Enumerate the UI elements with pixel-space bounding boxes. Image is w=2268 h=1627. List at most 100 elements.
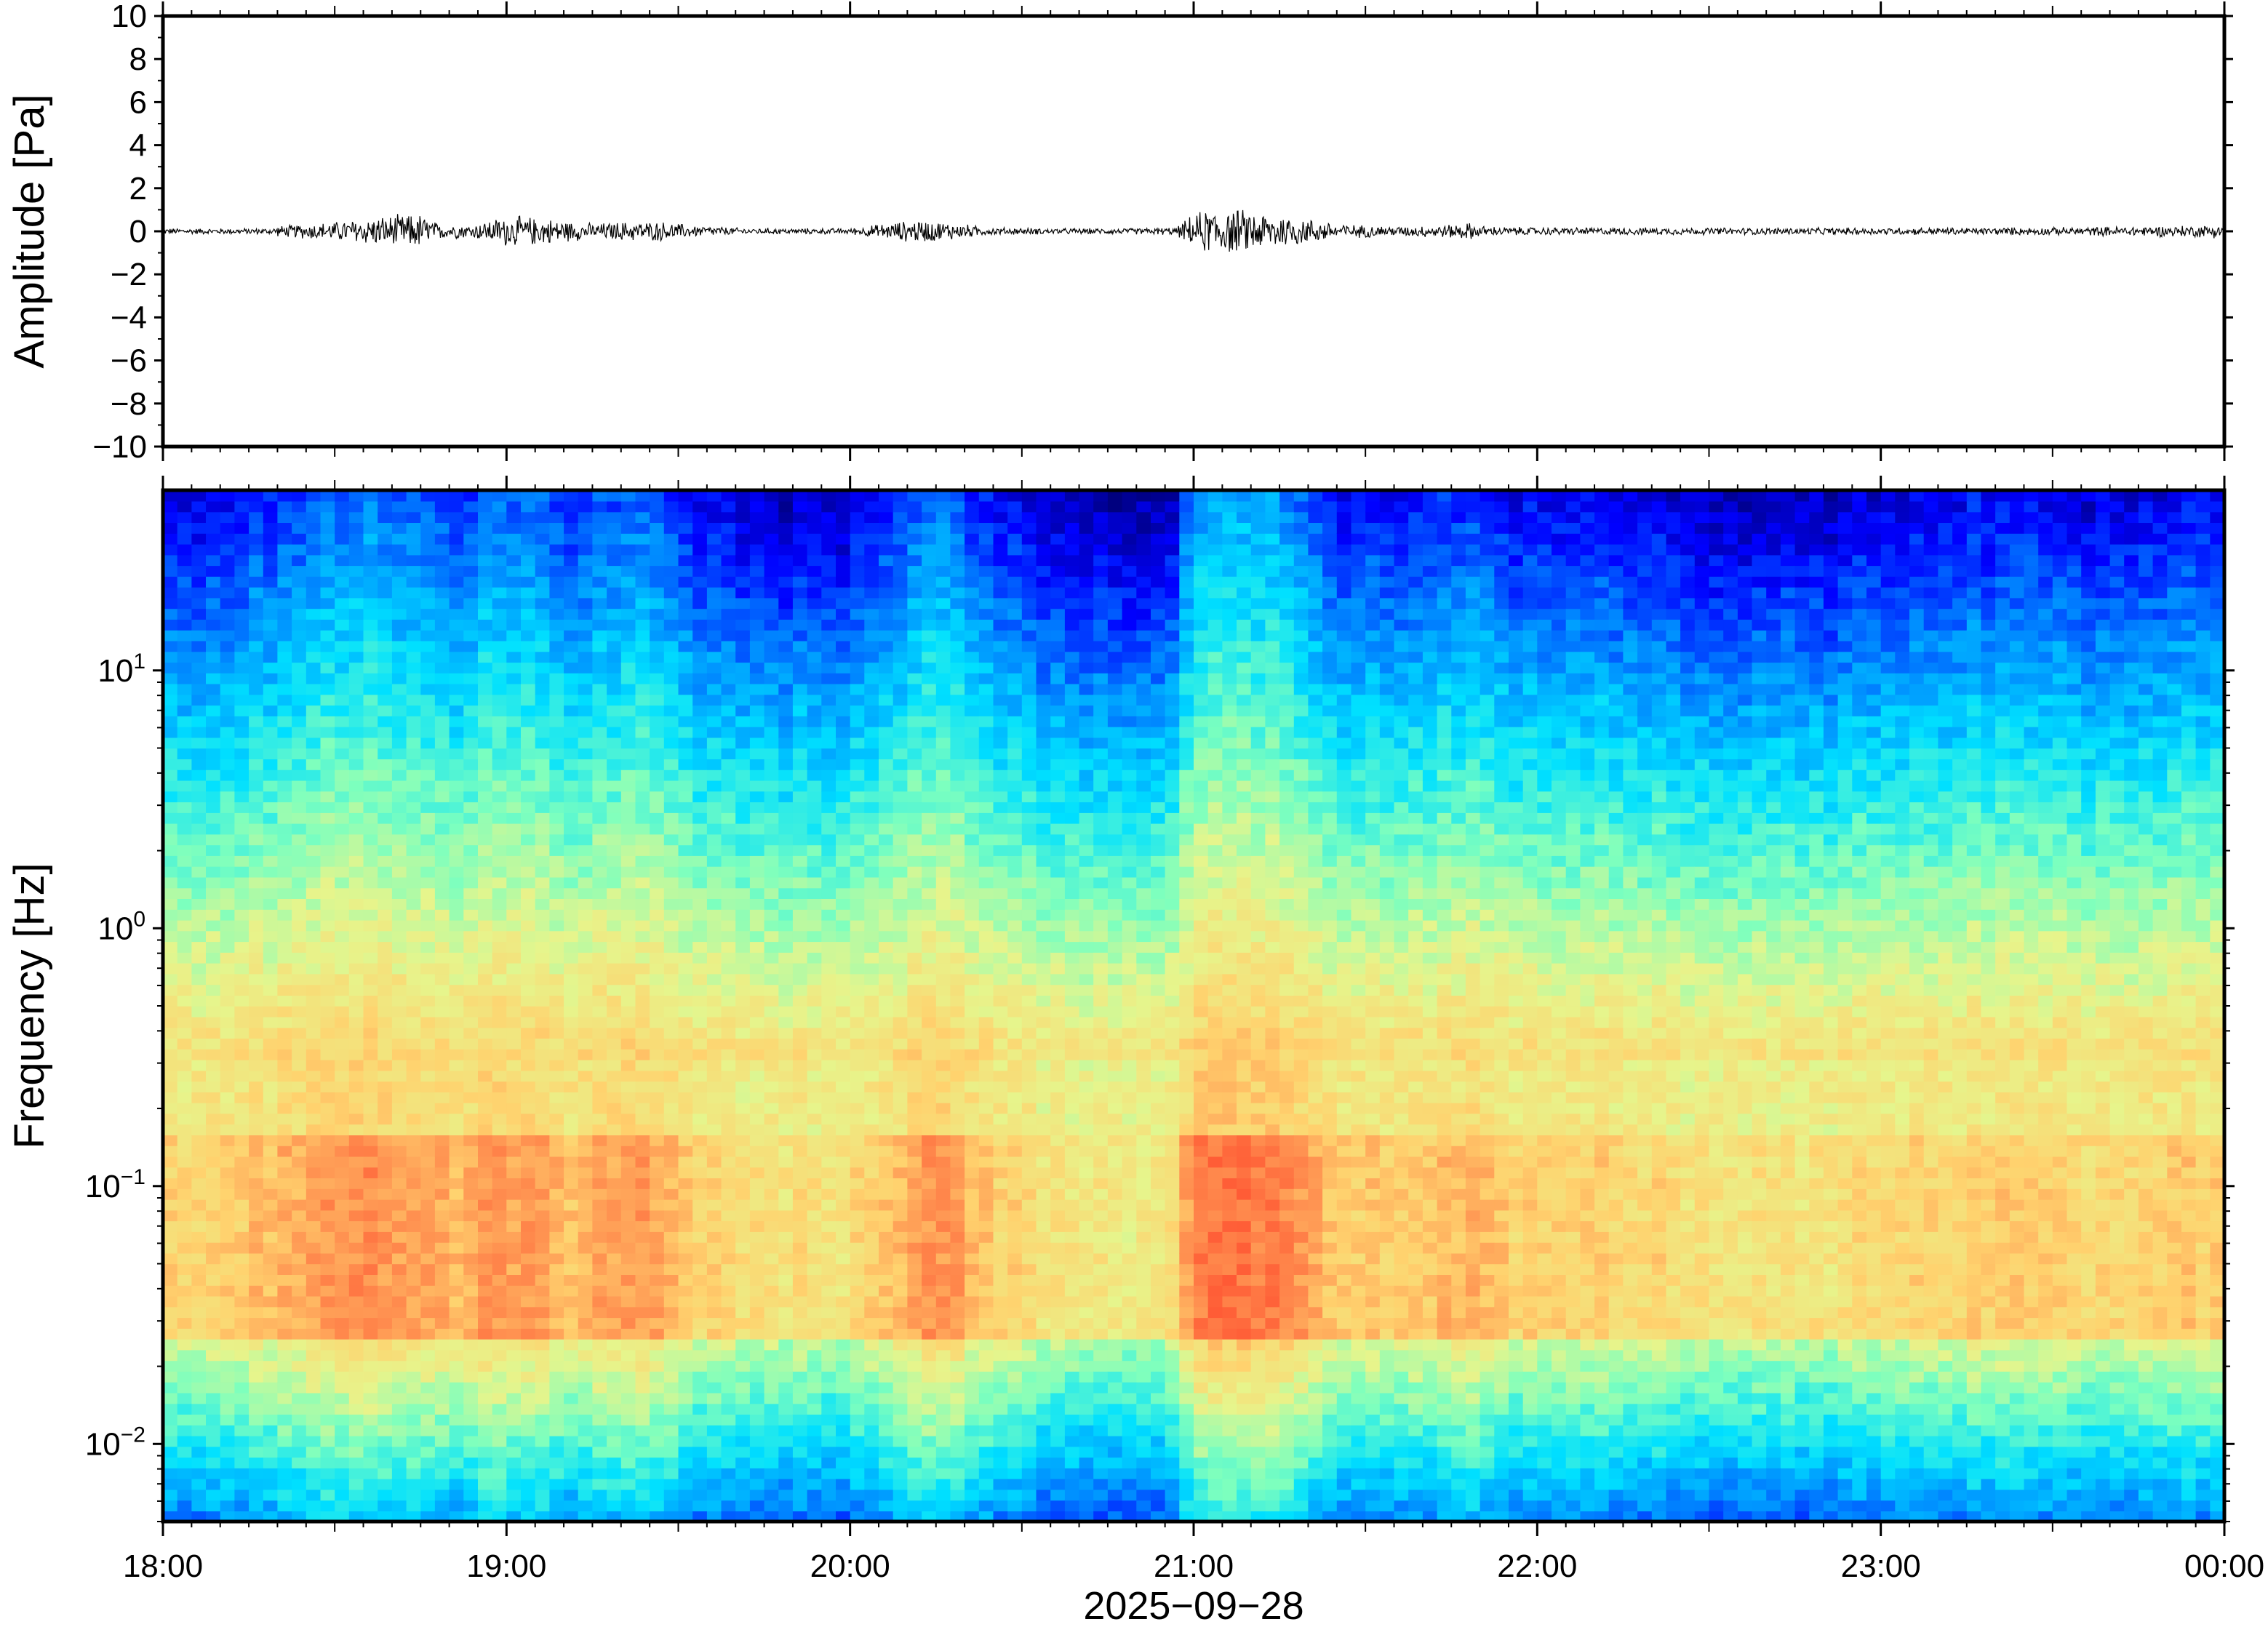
spectrogram-cell <box>220 1468 235 1479</box>
spectrogram-cell <box>506 877 521 889</box>
spectrogram-cell <box>549 716 564 727</box>
spectrogram-cell <box>420 598 435 609</box>
spectrogram-cell <box>850 1350 865 1362</box>
spectrogram-cell <box>650 737 664 748</box>
spectrogram-cell <box>220 1188 235 1200</box>
spectrogram-cell <box>722 1414 736 1426</box>
spectrogram-cell <box>692 1038 707 1050</box>
spectrogram-cell <box>163 1178 177 1189</box>
spectrogram-cell <box>249 1296 263 1308</box>
spectrogram-cell <box>692 1490 707 1501</box>
spectrogram-cell <box>163 769 177 781</box>
spectrogram-cell <box>407 512 421 524</box>
spectrogram-cell <box>378 1307 392 1319</box>
spectrogram-cell <box>277 1479 292 1490</box>
spectrogram-cell <box>707 931 722 943</box>
spectrogram-cell <box>750 920 764 932</box>
spectrogram-cell <box>478 1447 492 1458</box>
spectrogram-cell <box>206 1457 220 1468</box>
spectrogram-cell <box>378 1253 392 1265</box>
spectrogram-cell <box>836 1468 850 1479</box>
spectrogram-cell <box>850 609 865 620</box>
spectrogram-cell <box>650 1156 664 1168</box>
spectrogram-cell <box>492 652 507 663</box>
spectrogram-cell <box>249 1414 263 1426</box>
spectrogram-cell <box>692 791 707 803</box>
spectrogram-cell <box>321 684 335 695</box>
spectrogram-cell <box>177 1017 192 1028</box>
spectrogram-cell <box>450 576 464 588</box>
spectrogram-cell <box>850 1500 865 1512</box>
spectrogram-cell <box>879 974 893 986</box>
spectrogram-cell <box>607 1414 621 1426</box>
spectrogram-cell <box>420 866 435 878</box>
spectrogram-cell <box>263 705 278 716</box>
spectrogram-cell <box>220 866 235 878</box>
spectrogram-cell <box>750 791 764 803</box>
spectrogram-cell <box>492 1103 507 1114</box>
spectrogram-cell <box>836 834 850 846</box>
spectrogram-cell <box>564 576 578 588</box>
spectrogram-cell <box>306 695 321 706</box>
spectrogram-cell <box>521 1382 535 1394</box>
spectrogram-cell <box>607 963 621 975</box>
spectrogram-cell <box>722 898 736 910</box>
spectrogram-cell <box>592 791 607 803</box>
spectrogram-cell <box>735 823 750 835</box>
spectrogram-cell <box>249 1436 263 1447</box>
spectrogram-cell <box>679 1146 693 1157</box>
spectrogram-cell <box>407 1028 421 1039</box>
spectrogram-cell <box>163 1028 177 1039</box>
spectrogram-cell <box>592 737 607 748</box>
spectrogram-cell <box>335 866 349 878</box>
spectrogram-cell <box>249 1028 263 1039</box>
spectrogram-cell <box>177 1264 192 1276</box>
spectrogram-cell <box>722 1242 736 1254</box>
spectrogram-cell <box>879 1490 893 1501</box>
spectrogram-cell <box>378 941 392 953</box>
spectrogram-cell <box>793 1028 807 1039</box>
spectrogram-cell <box>864 985 879 996</box>
spectrogram-cell <box>621 544 636 556</box>
spectrogram-cell <box>321 1296 335 1308</box>
spectrogram-cell <box>321 1253 335 1265</box>
spectrogram-cell <box>277 801 292 813</box>
spectrogram-cell <box>879 1436 893 1447</box>
spectrogram-cell <box>836 844 850 856</box>
spectrogram-cell <box>506 555 521 567</box>
spectrogram-cell <box>764 695 779 706</box>
spectrogram-cell <box>607 1028 621 1039</box>
spectrogram-cell <box>578 1167 593 1179</box>
spectrogram-cell <box>722 533 736 545</box>
spectrogram-cell <box>263 1114 278 1125</box>
spectrogram-cell <box>364 769 378 781</box>
spectrogram-cell <box>220 1242 235 1254</box>
spectrogram-cell <box>707 769 722 781</box>
spectrogram-cell <box>191 598 206 609</box>
spectrogram-cell <box>420 1285 435 1297</box>
spectrogram-cell <box>407 555 421 567</box>
spectrogram-cell <box>707 609 722 620</box>
spectrogram-cell <box>521 1220 535 1232</box>
spectrogram-cell <box>607 512 621 524</box>
spectrogram-cell <box>263 1006 278 1018</box>
spectrogram-cell <box>335 565 349 577</box>
spectrogram-cell <box>879 1468 893 1479</box>
spectrogram-cell <box>607 716 621 727</box>
spectrogram-cell <box>392 1274 407 1286</box>
spectrogram-cell <box>621 877 636 889</box>
spectrogram-cell <box>478 1393 492 1404</box>
spectrogram-cell <box>378 801 392 813</box>
spectrogram-cell <box>292 1296 306 1308</box>
spectrogram-cell <box>578 855 593 867</box>
spectrogram-cell <box>220 1285 235 1297</box>
spectrogram-cell <box>621 1220 636 1232</box>
spectrogram-cell <box>234 1339 249 1351</box>
spectrogram-cell <box>292 952 306 964</box>
spectrogram-cell <box>621 1328 636 1340</box>
spectrogram-cell <box>220 1081 235 1092</box>
spectrogram-cell <box>234 963 249 975</box>
spectrogram-cell <box>234 1092 249 1103</box>
spectrogram-cell <box>306 1081 321 1092</box>
spectrogram-cell <box>578 1457 593 1468</box>
